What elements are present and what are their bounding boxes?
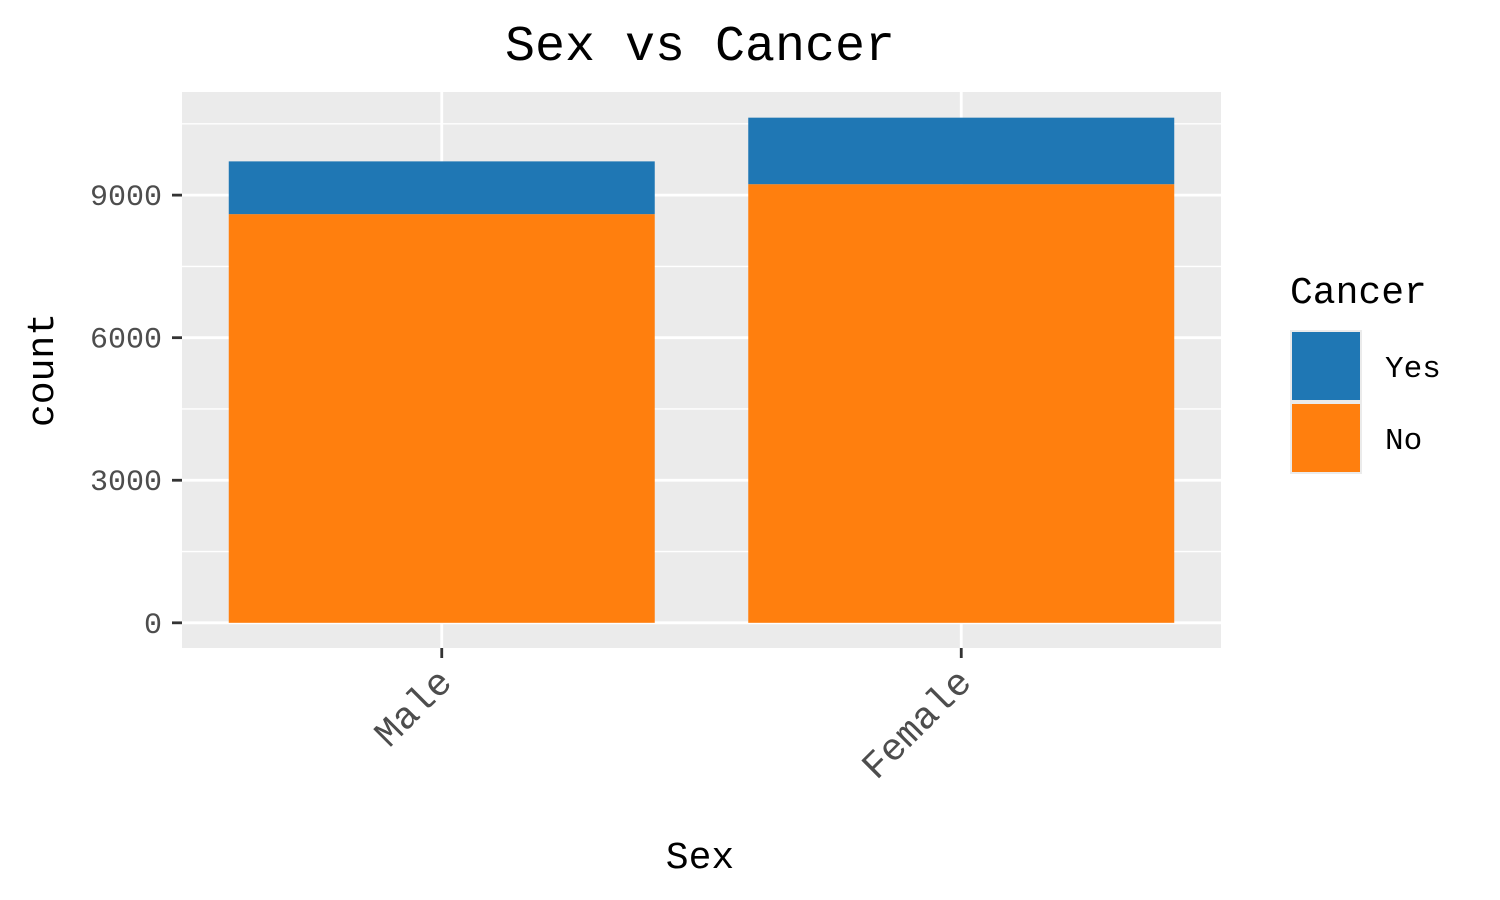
- x-axis-title: Sex: [666, 837, 734, 880]
- y-tick-label: 9000: [90, 181, 162, 215]
- legend-key-no: [1290, 402, 1362, 474]
- x-axis: Male Female: [367, 648, 982, 789]
- y-tick-label: 0: [144, 609, 162, 643]
- bar-male-yes: [228, 161, 655, 215]
- legend-items: Yes No: [1290, 330, 1441, 474]
- bars: [228, 117, 1175, 623]
- y-tick-label: 6000: [90, 324, 162, 358]
- legend-title: Cancer: [1290, 272, 1427, 315]
- chart-title: Sex vs Cancer: [505, 19, 895, 76]
- legend: Cancer Yes No: [1290, 272, 1441, 474]
- legend-label-yes: Yes: [1385, 352, 1441, 387]
- legend-key-yes: [1290, 330, 1362, 402]
- y-axis-title: count: [22, 313, 65, 427]
- legend-label-no: No: [1385, 424, 1422, 459]
- bar-male-no: [228, 214, 655, 623]
- x-tick-label-female: Female: [855, 662, 982, 789]
- bar-female-no: [748, 184, 1175, 623]
- y-axis: 0 3000 6000 9000: [90, 181, 182, 643]
- y-tick-label: 3000: [90, 466, 162, 500]
- x-tick-label-male: Male: [367, 662, 462, 757]
- bar-female-yes: [748, 117, 1175, 185]
